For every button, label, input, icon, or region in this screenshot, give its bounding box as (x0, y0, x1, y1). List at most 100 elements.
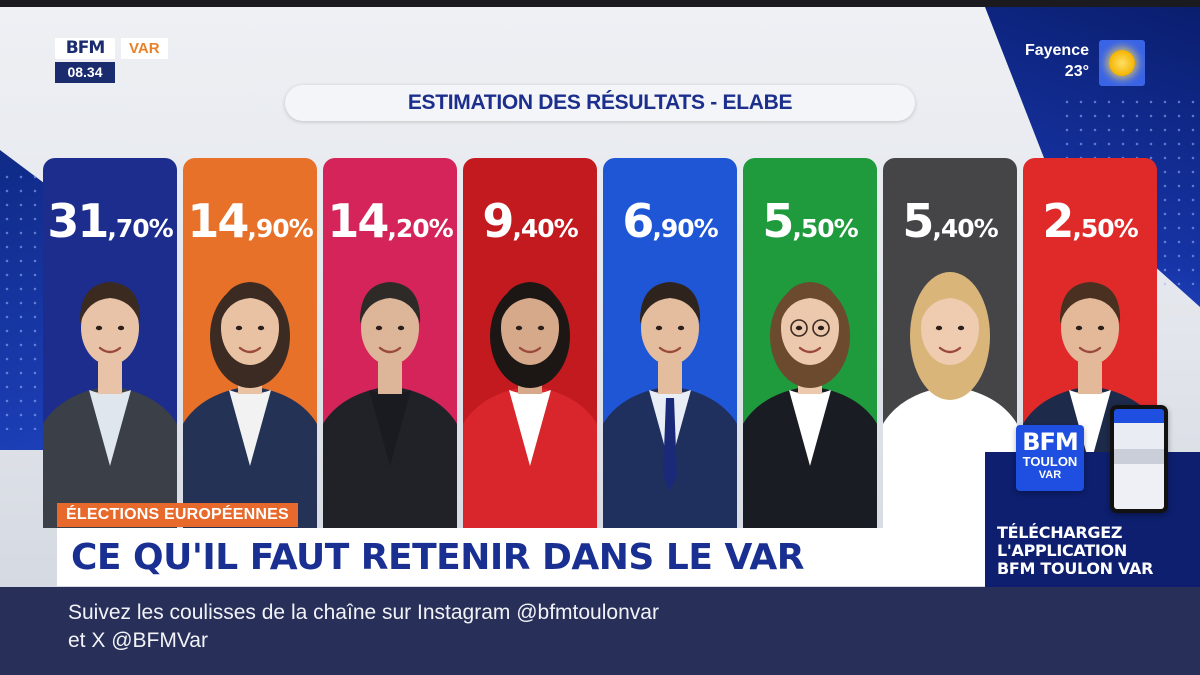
candidate-card: 6,90% (603, 158, 737, 528)
percentage-decimal: ,90% (652, 214, 718, 243)
portrait-neck (98, 362, 122, 394)
ticker-line-1: Suivez les coulisses de la chaîne sur In… (68, 601, 659, 624)
candidate-percentage: 5,40% (883, 194, 1017, 248)
portrait-eye-right (537, 325, 545, 331)
candidate-percentage: 2,50% (1023, 194, 1157, 248)
candidate-portrait (323, 282, 457, 528)
portrait-glasses-right (812, 319, 830, 337)
percentage-whole: 14 (327, 194, 389, 248)
percentage-whole: 2 (1042, 194, 1074, 248)
percentage-decimal: ,20% (387, 214, 453, 243)
candidate-results: 31,70% 14,90% 14,20% 9,40% 6,90% 5,50% 5,40% 2,… (43, 158, 1158, 528)
portrait-shirt (509, 390, 551, 466)
percentage-whole: 31 (47, 194, 109, 248)
portrait-face (641, 291, 699, 365)
results-title: ESTIMATION DES RÉSULTATS - ELABE (285, 85, 915, 121)
candidate-card: 5,50% (743, 158, 877, 528)
portrait-eye-left (935, 325, 943, 331)
portrait-hair-top (79, 282, 141, 324)
top-letterbox (0, 0, 1200, 7)
portrait-hair-top (1059, 282, 1121, 324)
portrait-face (921, 291, 979, 365)
percentage-whole: 5 (762, 194, 794, 248)
portrait-shirt (1069, 390, 1111, 466)
portrait-shirt (929, 390, 971, 466)
portrait-shirt (789, 390, 831, 466)
percentage-decimal: ,50% (1072, 214, 1138, 243)
percentage-whole: 9 (482, 194, 514, 248)
portrait-eye-right (817, 325, 825, 331)
candidate-portrait (183, 282, 317, 528)
portrait-mouth (938, 346, 962, 354)
portrait-eye-left (375, 325, 383, 331)
app-logo-icon: BFM TOULON VAR (1016, 425, 1084, 491)
portrait-eye-right (1097, 325, 1105, 331)
candidate-card: 9,40% (463, 158, 597, 528)
percentage-whole: 14 (187, 194, 249, 248)
headline: CE QU'IL FAUT RETENIR DANS LE VAR (57, 528, 985, 586)
candidate-card: 5,40% (883, 158, 1017, 528)
portrait-face (81, 291, 139, 365)
portrait-face (781, 291, 839, 365)
candidate-card: 31,70% (43, 158, 177, 528)
candidate-percentage: 9,40% (463, 194, 597, 248)
promo-line-2: L'APPLICATION (997, 541, 1127, 560)
portrait-mouth (518, 346, 542, 354)
portrait-tie (663, 398, 677, 491)
weather-widget: Fayence 23° (1000, 40, 1145, 88)
sun-icon (1099, 40, 1145, 86)
channel-logo: BFM 08.34 VAR (55, 38, 168, 83)
percentage-decimal: ,40% (512, 214, 578, 243)
channel-region: VAR (121, 38, 168, 59)
app-promo-text: TÉLÉCHARGEZ L'APPLICATION BFM TOULON VAR (997, 524, 1153, 578)
portrait-hair-top (779, 282, 841, 324)
portrait-hair-top (219, 282, 281, 324)
portrait-eye-right (397, 325, 405, 331)
percentage-decimal: ,40% (932, 214, 998, 243)
portrait-face (501, 291, 559, 365)
candidate-card: 14,20% (323, 158, 457, 528)
portrait-shirt (369, 390, 411, 466)
portrait-eye-left (95, 325, 103, 331)
portrait-hair-top (359, 282, 421, 324)
portrait-mouth (378, 346, 402, 354)
news-ticker: Suivez les coulisses de la chaîne sur In… (0, 587, 1200, 675)
ticker-line-2: et X @BFMVar (68, 629, 208, 652)
candidate-percentage: 6,90% (603, 194, 737, 248)
portrait-face (221, 291, 279, 365)
portrait-eye-right (257, 325, 265, 331)
portrait-eye-left (655, 325, 663, 331)
portrait-shirt (229, 390, 271, 466)
portrait-face (361, 291, 419, 365)
promo-line-3: BFM TOULON VAR (997, 559, 1154, 578)
portrait-neck (1078, 362, 1102, 394)
portrait-eye-right (677, 325, 685, 331)
candidate-percentage: 14,20% (323, 194, 457, 248)
portrait-mouth (658, 346, 682, 354)
channel-brand: BFM (55, 38, 115, 59)
decor-dots-left (0, 170, 44, 430)
app-logo-brand: BFM (1022, 428, 1079, 456)
app-logo-city: TOULON (1022, 454, 1078, 469)
portrait-neck (658, 362, 682, 394)
portrait-mouth (798, 346, 822, 354)
weather-temperature: 23° (1064, 63, 1089, 80)
portrait-eye-right (117, 325, 125, 331)
percentage-decimal: ,50% (792, 214, 858, 243)
portrait-glasses-left (790, 319, 808, 337)
candidate-percentage: 14,90% (183, 194, 317, 248)
candidate-portrait (743, 282, 877, 528)
candidate-portrait (43, 282, 177, 528)
percentage-decimal: ,90% (247, 214, 313, 243)
portrait-eye-right (957, 325, 965, 331)
portrait-eye-left (1075, 325, 1083, 331)
topic-tag: ÉLECTIONS EUROPÉENNES (57, 503, 298, 527)
portrait-mouth (98, 346, 122, 354)
portrait-face (1061, 291, 1119, 365)
candidate-portrait (603, 282, 737, 528)
clock: 08.34 (55, 62, 115, 83)
portrait-eye-left (235, 325, 243, 331)
portrait-mouth (238, 346, 262, 354)
portrait-mouth (1078, 346, 1102, 354)
candidate-card: 14,90% (183, 158, 317, 528)
